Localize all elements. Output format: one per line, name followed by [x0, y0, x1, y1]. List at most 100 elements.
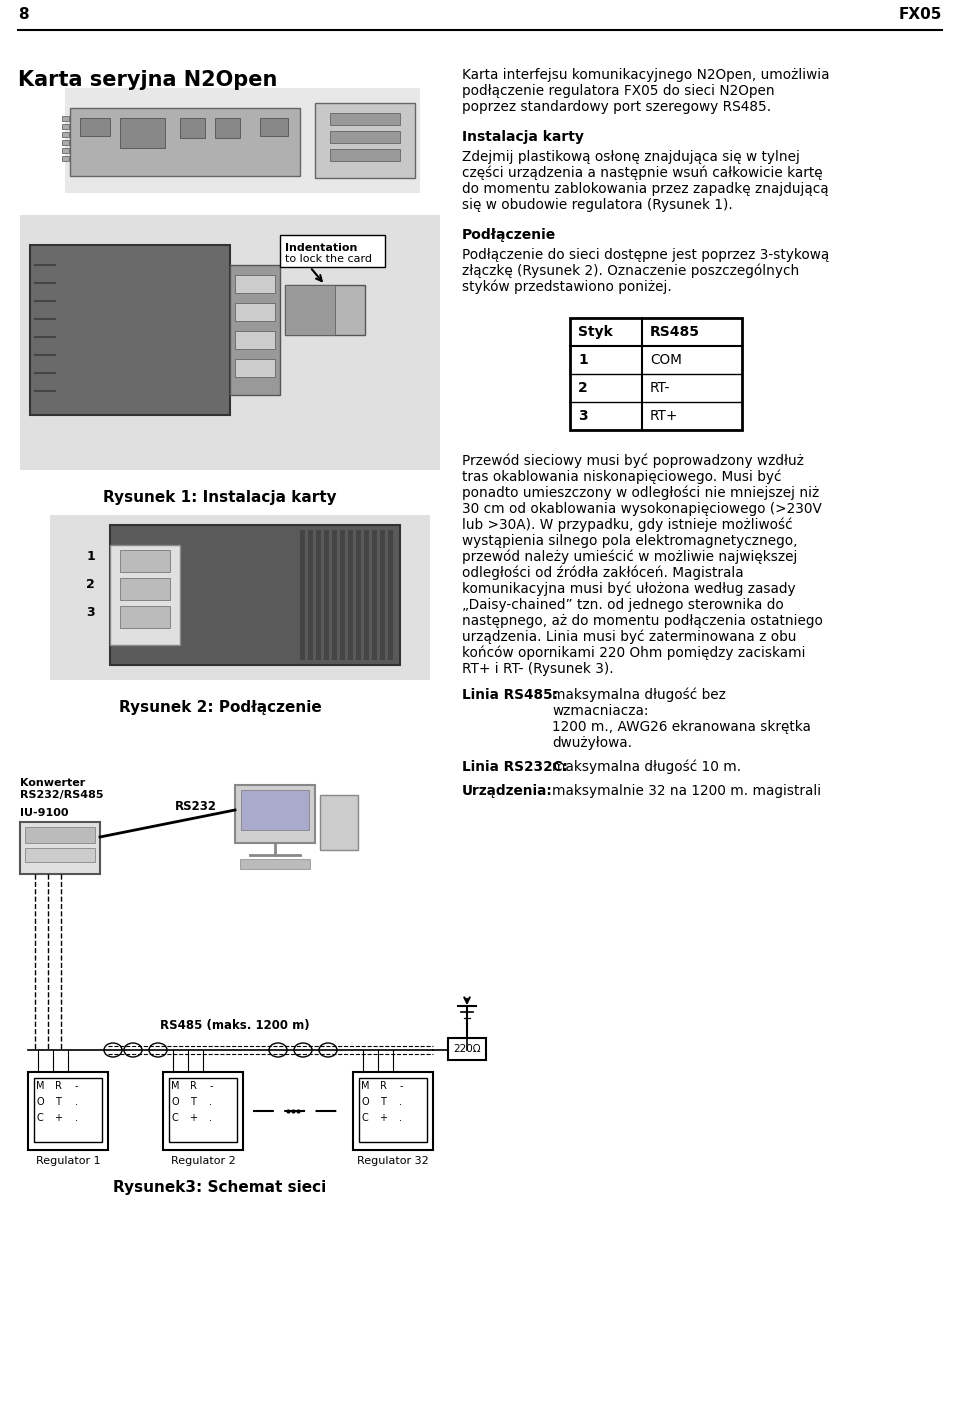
Bar — [28, 1072, 108, 1150]
Text: 8: 8 — [18, 7, 29, 21]
Bar — [348, 530, 353, 660]
Text: Karta interfejsu komunikacyjnego N2Open, umożliwia: Karta interfejsu komunikacyjnego N2Open,… — [462, 68, 829, 82]
Text: części urządzenia a następnie wsuń całkowicie kartę: części urządzenia a następnie wsuń całko… — [462, 166, 823, 180]
Text: 2: 2 — [86, 578, 95, 592]
Bar — [570, 318, 742, 430]
Bar — [20, 214, 440, 470]
Text: .: . — [209, 1113, 212, 1123]
Text: R: R — [189, 1081, 197, 1091]
Text: -: - — [74, 1081, 78, 1091]
Text: Podłączenie: Podłączenie — [462, 229, 556, 241]
Bar — [110, 525, 400, 665]
Text: maksymalna długość 10 m.: maksymalna długość 10 m. — [552, 760, 741, 774]
Text: 2: 2 — [578, 381, 588, 395]
Bar — [364, 530, 369, 660]
Text: to lock the card: to lock the card — [285, 254, 372, 264]
Bar — [260, 118, 288, 136]
Bar — [50, 515, 430, 680]
Text: M: M — [361, 1081, 370, 1091]
Text: FX05: FX05 — [899, 7, 942, 21]
Text: COM: COM — [650, 354, 682, 366]
Bar — [65, 88, 420, 193]
Bar — [285, 285, 365, 335]
Bar — [25, 826, 95, 843]
Text: RT+ i RT- (Rysunek 3).: RT+ i RT- (Rysunek 3). — [462, 662, 613, 676]
Text: -: - — [399, 1081, 403, 1091]
Bar — [80, 118, 110, 136]
Text: przewód należy umieścić w możliwie największej: przewód należy umieścić w możliwie najw… — [462, 550, 798, 565]
Bar — [62, 132, 69, 136]
Text: Rysunek 2: Podłączenie: Rysunek 2: Podłączenie — [119, 700, 322, 716]
Text: 1: 1 — [578, 354, 588, 366]
Text: -: - — [209, 1081, 213, 1091]
Bar — [169, 1078, 237, 1142]
Bar — [30, 246, 230, 415]
Text: Indentation: Indentation — [285, 243, 357, 253]
Bar — [235, 275, 275, 293]
Bar — [332, 530, 337, 660]
Text: Styk: Styk — [578, 325, 612, 339]
Bar — [448, 1038, 486, 1059]
Text: złączkę (Rysunek 2). Oznaczenie poszczególnych: złączkę (Rysunek 2). Oznaczenie poszczeg… — [462, 264, 800, 278]
Bar — [235, 359, 275, 376]
Text: poprzez standardowy port szeregowy RS485.: poprzez standardowy port szeregowy RS485… — [462, 99, 771, 114]
Text: T: T — [380, 1098, 386, 1108]
Text: C: C — [362, 1113, 369, 1123]
Text: .: . — [75, 1113, 78, 1123]
Text: R: R — [55, 1081, 61, 1091]
Text: odległości od źródła zakłóceń. Magistrala: odległości od źródła zakłóceń. Magistral… — [462, 567, 744, 581]
Bar — [120, 118, 165, 148]
Bar — [372, 530, 377, 660]
Text: maksymalna długość bez: maksymalna długość bez — [552, 689, 726, 703]
Bar — [163, 1072, 243, 1150]
Text: Urządzenia:: Urządzenia: — [462, 784, 553, 798]
Bar — [388, 530, 393, 660]
Text: C: C — [172, 1113, 179, 1123]
Bar — [62, 141, 69, 145]
Text: Linia RS232C:: Linia RS232C: — [462, 760, 568, 774]
Bar — [241, 790, 309, 831]
Bar — [380, 530, 385, 660]
Text: O: O — [361, 1098, 369, 1108]
Text: 1: 1 — [86, 551, 95, 564]
Bar — [235, 302, 275, 321]
Text: się w obudowie regulatora (Rysunek 1).: się w obudowie regulatora (Rysunek 1). — [462, 197, 732, 212]
Text: Regulator 32: Regulator 32 — [357, 1156, 429, 1166]
Text: 30 cm od okablowania wysokonapięciowego (>230V: 30 cm od okablowania wysokonapięciowego … — [462, 503, 822, 515]
Text: RT-: RT- — [650, 381, 670, 395]
Text: RS485: RS485 — [650, 325, 700, 339]
Bar — [62, 124, 69, 129]
Text: +: + — [189, 1113, 197, 1123]
Bar — [308, 530, 313, 660]
Bar — [34, 1078, 102, 1142]
Bar — [215, 118, 240, 138]
Text: komunikacyjna musi być ułożona według zasady: komunikacyjna musi być ułożona według za… — [462, 582, 796, 596]
Bar — [316, 530, 321, 660]
Text: Zdejmij plastikową osłonę znajdująca się w tylnej: Zdejmij plastikową osłonę znajdująca się… — [462, 151, 800, 163]
Bar — [324, 530, 329, 660]
Text: O: O — [171, 1098, 179, 1108]
Bar — [180, 118, 205, 138]
Bar — [235, 331, 275, 349]
Bar — [120, 578, 170, 601]
Bar — [110, 545, 180, 645]
Text: następnego, aż do momentu podłączenia ostatniego: następnego, aż do momentu podłączenia os… — [462, 613, 823, 628]
Bar — [320, 795, 358, 851]
Text: Karta seryjna N2Open: Karta seryjna N2Open — [18, 70, 277, 89]
Text: .: . — [75, 1098, 78, 1108]
Text: tras okablowania niskonapięciowego. Musi być: tras okablowania niskonapięciowego. Musi… — [462, 470, 781, 484]
Text: T: T — [190, 1098, 196, 1108]
Text: podłączenie regulatora FX05 do sieci N2Open: podłączenie regulatora FX05 do sieci N2O… — [462, 84, 775, 98]
Bar — [359, 1078, 427, 1142]
Text: Instalacja karty: Instalacja karty — [462, 131, 584, 143]
Bar — [120, 606, 170, 628]
Text: Regulator 2: Regulator 2 — [171, 1156, 235, 1166]
Bar — [330, 131, 400, 143]
Text: 1200 m., AWG26 ekranowana skrętka: 1200 m., AWG26 ekranowana skrętka — [552, 720, 811, 734]
Bar — [235, 785, 315, 843]
Text: .: . — [399, 1113, 402, 1123]
Text: RT+: RT+ — [650, 409, 679, 423]
Text: wystąpienia silnego pola elektromagnetycznego,: wystąpienia silnego pola elektromagnetyc… — [462, 534, 798, 548]
Bar — [25, 848, 95, 862]
Text: dwużyłowa.: dwużyłowa. — [552, 736, 632, 750]
